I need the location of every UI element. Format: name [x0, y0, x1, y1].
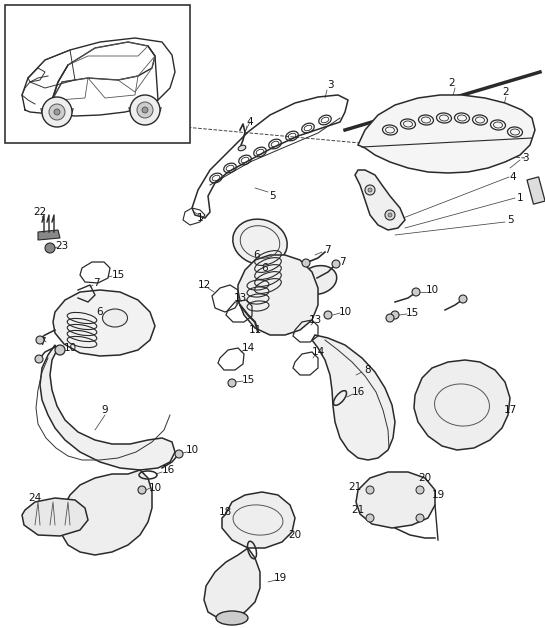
Text: 24: 24 [28, 493, 41, 503]
Bar [527, 177, 545, 204]
Circle shape [45, 243, 55, 253]
Text: 18: 18 [219, 507, 232, 517]
Text: 6: 6 [253, 250, 261, 260]
Ellipse shape [233, 219, 287, 265]
Circle shape [416, 514, 424, 522]
Text: 23: 23 [56, 241, 69, 251]
Text: 22: 22 [33, 207, 47, 217]
Circle shape [49, 104, 65, 120]
Circle shape [54, 109, 60, 115]
Ellipse shape [238, 145, 246, 151]
Polygon shape [355, 170, 405, 230]
Text: 15: 15 [241, 375, 255, 385]
Circle shape [416, 486, 424, 494]
Text: 20: 20 [288, 530, 301, 540]
Circle shape [365, 185, 375, 195]
Text: 9: 9 [102, 405, 108, 415]
Text: 13: 13 [233, 293, 247, 303]
Bar [5, 5, 190, 143]
Text: 19: 19 [274, 573, 287, 583]
Ellipse shape [299, 266, 337, 295]
Text: 4: 4 [247, 117, 253, 127]
Circle shape [142, 107, 148, 113]
Circle shape [386, 314, 394, 322]
Text: 3: 3 [326, 80, 334, 90]
Text: 2: 2 [502, 87, 510, 97]
Text: 13: 13 [308, 315, 322, 325]
Circle shape [130, 95, 160, 125]
Text: 10: 10 [426, 285, 439, 295]
Text: 10: 10 [148, 483, 161, 493]
Text: 10: 10 [338, 307, 352, 317]
Text: 4: 4 [510, 172, 516, 182]
Text: 7: 7 [338, 257, 346, 267]
Text: 6: 6 [262, 263, 268, 273]
Polygon shape [414, 360, 510, 450]
Circle shape [55, 345, 65, 355]
Polygon shape [238, 255, 318, 335]
Circle shape [332, 260, 340, 268]
Text: 5: 5 [269, 191, 275, 201]
Circle shape [35, 355, 43, 363]
Text: 16: 16 [352, 387, 365, 397]
Text: 21: 21 [352, 505, 365, 515]
Polygon shape [38, 230, 60, 240]
Circle shape [366, 486, 374, 494]
Polygon shape [22, 498, 88, 536]
Text: 21: 21 [348, 482, 362, 492]
Polygon shape [60, 470, 152, 555]
Polygon shape [312, 335, 395, 460]
Text: 10: 10 [185, 445, 198, 455]
Polygon shape [358, 95, 535, 173]
Polygon shape [356, 472, 435, 528]
Circle shape [302, 259, 310, 267]
Text: 14: 14 [241, 343, 255, 353]
Polygon shape [222, 492, 295, 548]
Text: 12: 12 [197, 280, 210, 290]
Circle shape [368, 188, 372, 192]
Circle shape [412, 288, 420, 296]
Circle shape [138, 486, 146, 494]
Polygon shape [204, 548, 260, 618]
Text: 14: 14 [311, 347, 325, 357]
Text: 1: 1 [197, 213, 203, 223]
Text: 7: 7 [93, 278, 99, 288]
Polygon shape [53, 290, 155, 356]
Circle shape [385, 210, 395, 220]
Text: 15: 15 [111, 270, 125, 280]
Circle shape [175, 450, 183, 458]
Ellipse shape [102, 309, 128, 327]
Text: 7: 7 [39, 337, 45, 347]
Circle shape [391, 311, 399, 319]
Circle shape [137, 102, 153, 118]
Text: 17: 17 [504, 405, 517, 415]
Circle shape [366, 514, 374, 522]
Circle shape [42, 97, 72, 127]
Text: 19: 19 [432, 490, 445, 500]
Text: 5: 5 [507, 215, 513, 225]
Circle shape [459, 295, 467, 303]
Text: 2: 2 [449, 78, 455, 88]
Ellipse shape [216, 611, 248, 625]
Text: 20: 20 [419, 473, 432, 483]
Text: 15: 15 [405, 308, 419, 318]
Circle shape [388, 213, 392, 217]
Text: 3: 3 [522, 153, 528, 163]
Text: 7: 7 [324, 245, 330, 255]
Text: 1: 1 [517, 193, 523, 203]
Polygon shape [40, 345, 175, 470]
Text: 8: 8 [365, 365, 371, 375]
Circle shape [324, 311, 332, 319]
Text: 6: 6 [96, 307, 104, 317]
Text: 10: 10 [63, 343, 76, 353]
Text: 11: 11 [249, 325, 262, 335]
Circle shape [228, 379, 236, 387]
Text: 16: 16 [161, 465, 174, 475]
Circle shape [36, 336, 44, 344]
